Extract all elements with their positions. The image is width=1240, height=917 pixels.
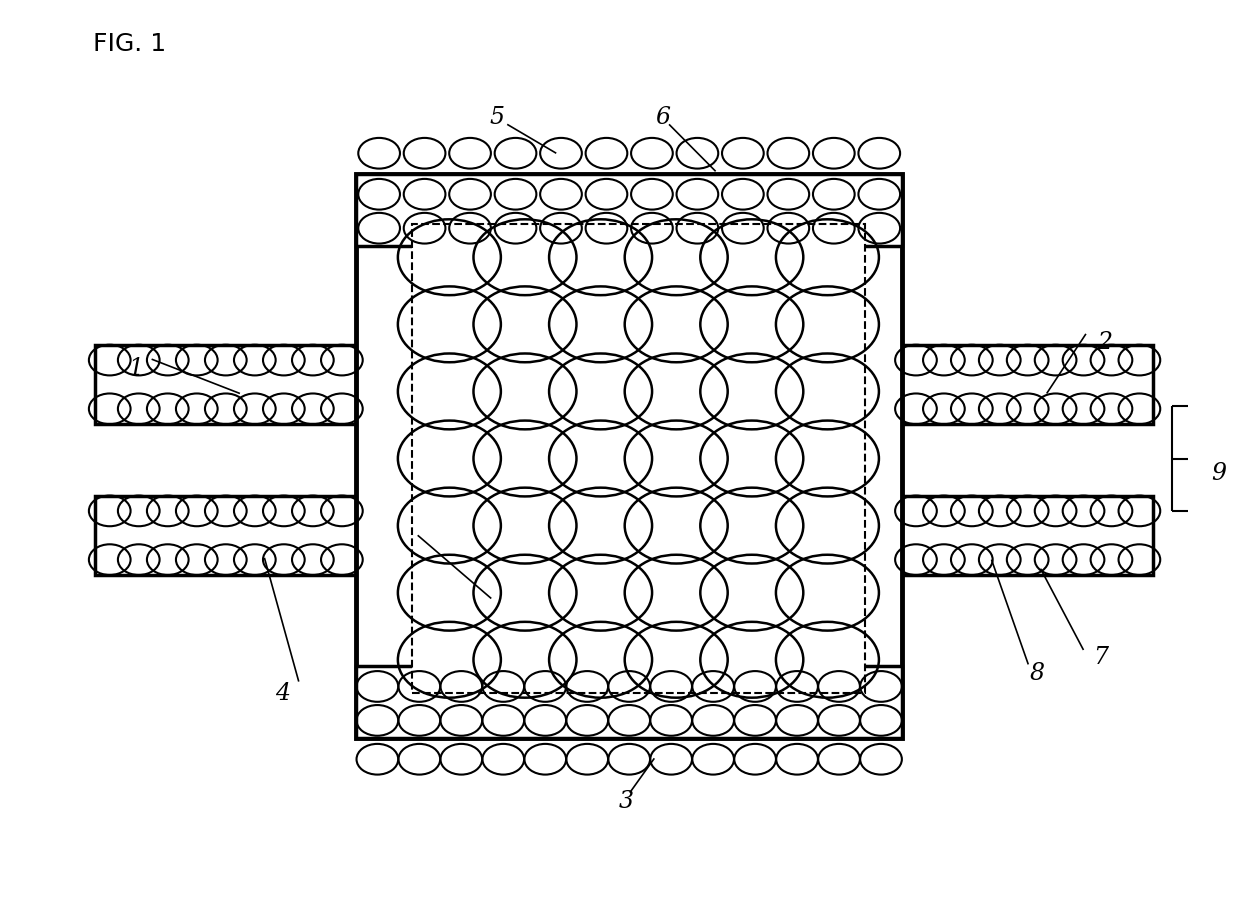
Bar: [356, 174, 901, 738]
Text: 1: 1: [128, 357, 143, 380]
Text: 3: 3: [619, 790, 634, 813]
Text: 4: 4: [275, 682, 290, 705]
Bar: [95, 495, 356, 575]
Text: 6: 6: [656, 105, 671, 128]
Bar: [95, 345, 356, 425]
Text: 9: 9: [1210, 462, 1226, 485]
Bar: [356, 174, 901, 247]
Bar: [901, 495, 1153, 575]
Bar: [412, 224, 866, 693]
Text: 8: 8: [1029, 662, 1044, 685]
Text: FIG. 1: FIG. 1: [93, 32, 166, 56]
Text: 7: 7: [1094, 646, 1109, 668]
Bar: [356, 667, 901, 738]
Text: 2: 2: [1097, 331, 1112, 354]
Bar: [901, 345, 1153, 425]
Text: 5: 5: [490, 105, 505, 128]
